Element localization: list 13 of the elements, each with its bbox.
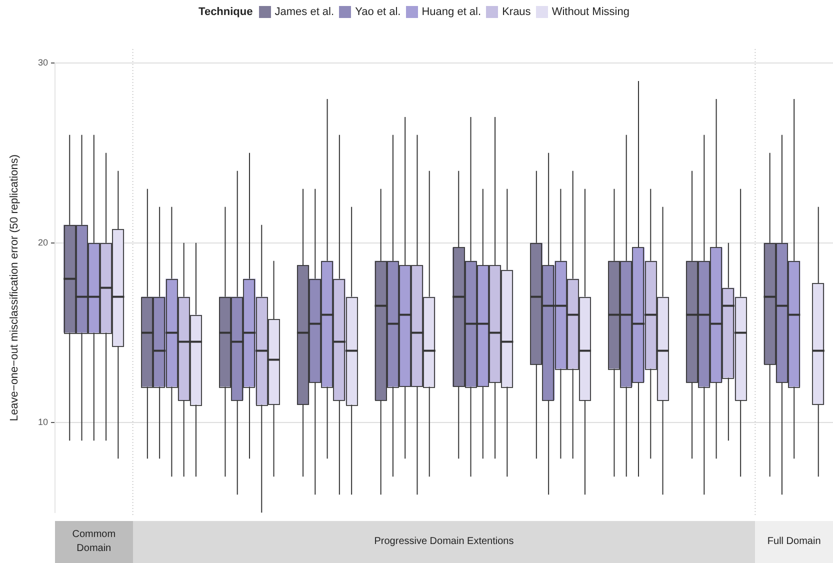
legend-label: Yao et al. [355, 6, 401, 18]
legend-label: Huang et al. [422, 6, 482, 18]
legend-label: James et al. [274, 6, 334, 18]
text: Progressive Domain Extentions [132, 521, 756, 563]
text: Commom Domain [55, 521, 133, 563]
legend-label: Kraus [502, 6, 531, 18]
legend-label: Without Missing [552, 6, 630, 18]
y-tick-label: 20 [38, 237, 48, 248]
y-tick-label: 10 [38, 417, 48, 428]
y-axis-title: Leave−one−out misclassification error (50 replications) [8, 154, 21, 422]
y-tick-label: 30 [38, 57, 48, 68]
legend-title: Technique [198, 6, 253, 18]
text: Full Domain [755, 521, 833, 563]
